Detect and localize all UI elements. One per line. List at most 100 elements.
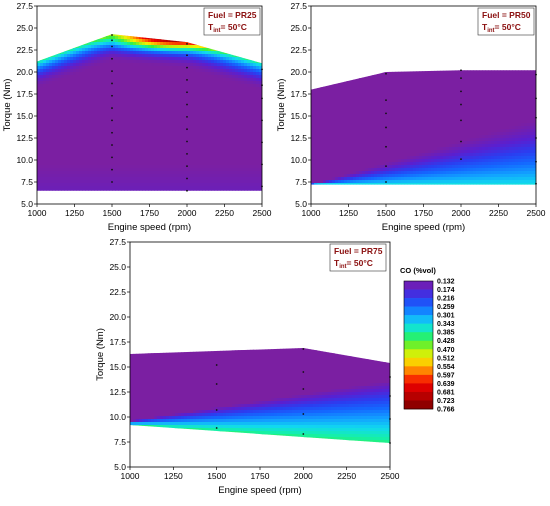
heatmap-cell bbox=[118, 141, 122, 145]
heatmap-cell bbox=[49, 108, 53, 112]
heatmap-cell bbox=[190, 156, 194, 160]
heatmap-cell bbox=[82, 54, 86, 58]
heatmap-cell bbox=[67, 36, 71, 40]
heatmap-cell bbox=[109, 120, 113, 124]
heatmap-cell bbox=[166, 54, 170, 58]
heatmap-cell bbox=[67, 177, 71, 181]
heatmap-cell bbox=[154, 48, 158, 52]
heatmap-cell bbox=[94, 51, 98, 55]
heatmap-cell bbox=[169, 129, 173, 133]
heatmap-cell bbox=[67, 138, 71, 142]
heatmap-cell bbox=[220, 126, 224, 130]
heatmap-cell bbox=[142, 159, 146, 163]
heatmap-cell bbox=[205, 54, 209, 58]
heatmap-cell bbox=[244, 54, 248, 58]
heatmap-cell bbox=[79, 189, 83, 191]
heatmap-cell bbox=[244, 114, 248, 118]
heatmap-cell bbox=[217, 63, 221, 67]
data-point bbox=[111, 39, 113, 42]
heatmap-cell bbox=[118, 48, 122, 52]
heatmap-cell bbox=[109, 147, 113, 151]
heatmap-cell bbox=[94, 171, 98, 175]
heatmap-cell bbox=[250, 117, 254, 121]
heatmap-cell bbox=[118, 75, 122, 79]
heatmap-cell bbox=[256, 147, 260, 151]
heatmap-cell bbox=[49, 171, 53, 175]
heatmap-cell bbox=[139, 198, 142, 201]
heatmap-cell bbox=[181, 60, 185, 64]
heatmap-cell bbox=[175, 120, 179, 124]
heatmap-cell bbox=[49, 87, 53, 91]
heatmap-cell bbox=[148, 183, 152, 187]
heatmap-cell bbox=[115, 141, 119, 145]
heatmap-cell bbox=[46, 6, 49, 9]
heatmap-cell bbox=[52, 117, 56, 121]
heatmap-cell bbox=[193, 171, 197, 175]
heatmap-cell bbox=[64, 75, 68, 79]
heatmap-cell bbox=[232, 48, 236, 52]
heatmap-cell bbox=[166, 144, 170, 148]
heatmap-cell bbox=[79, 30, 82, 33]
heatmap-cell bbox=[97, 165, 101, 169]
heatmap-cell bbox=[232, 114, 236, 118]
heatmap-cell bbox=[109, 156, 113, 160]
heatmap-cell bbox=[223, 174, 227, 178]
heatmap-cell bbox=[208, 135, 212, 139]
heatmap-cell bbox=[199, 87, 203, 91]
heatmap-cell bbox=[160, 96, 164, 100]
heatmap-cell bbox=[118, 189, 122, 191]
heatmap-cell bbox=[148, 114, 152, 118]
heatmap-cell bbox=[259, 183, 262, 187]
heatmap-cell bbox=[91, 114, 95, 118]
heatmap-cell bbox=[190, 108, 194, 112]
heatmap-cell bbox=[145, 93, 149, 97]
heatmap-cell bbox=[229, 111, 233, 115]
heatmap-cell bbox=[241, 150, 245, 154]
heatmap-cell bbox=[145, 192, 148, 195]
heatmap-cell bbox=[178, 54, 182, 58]
heatmap-cell bbox=[253, 138, 257, 142]
heatmap-cell bbox=[115, 96, 119, 100]
heatmap-cell bbox=[115, 102, 119, 106]
heatmap-cell bbox=[187, 81, 191, 85]
heatmap-cell bbox=[73, 153, 77, 157]
heatmap-cell bbox=[211, 123, 215, 127]
heatmap-cell bbox=[259, 87, 262, 91]
heatmap-cell bbox=[190, 171, 194, 175]
heatmap-cell bbox=[253, 48, 257, 52]
heatmap-cell bbox=[256, 105, 260, 109]
heatmap-cell bbox=[115, 63, 119, 67]
heatmap-cell bbox=[166, 192, 169, 195]
heatmap-cell bbox=[91, 120, 95, 124]
heatmap-cell bbox=[130, 144, 134, 148]
heatmap-cell bbox=[91, 75, 95, 79]
heatmap-cell bbox=[247, 111, 251, 115]
heatmap-cell bbox=[91, 135, 95, 139]
heatmap-cell bbox=[256, 195, 259, 198]
heatmap-cell bbox=[49, 132, 53, 136]
heatmap-cell bbox=[181, 171, 185, 175]
heatmap-cell bbox=[139, 174, 143, 178]
heatmap-cell bbox=[187, 84, 191, 88]
heatmap-cell bbox=[187, 198, 190, 201]
heatmap-cell bbox=[208, 84, 212, 88]
heatmap-cell bbox=[43, 171, 47, 175]
heatmap-cell bbox=[247, 138, 251, 142]
heatmap-cell bbox=[178, 36, 182, 40]
heatmap-cell bbox=[37, 180, 41, 184]
heatmap-cell bbox=[175, 63, 179, 67]
heatmap-cell bbox=[160, 84, 164, 88]
heatmap-cell bbox=[58, 84, 62, 88]
heatmap-cell bbox=[67, 6, 70, 9]
heatmap-cell bbox=[241, 117, 245, 121]
heatmap-cell bbox=[91, 138, 95, 142]
heatmap-cell bbox=[142, 34, 146, 37]
heatmap-cell bbox=[37, 6, 40, 9]
heatmap-cell bbox=[43, 111, 47, 115]
heatmap-cell bbox=[205, 48, 209, 52]
heatmap-cell bbox=[40, 126, 44, 130]
heatmap-cell bbox=[115, 42, 119, 46]
heatmap-cell bbox=[196, 51, 200, 55]
heatmap-cell bbox=[244, 192, 247, 195]
heatmap-cell bbox=[247, 168, 251, 172]
